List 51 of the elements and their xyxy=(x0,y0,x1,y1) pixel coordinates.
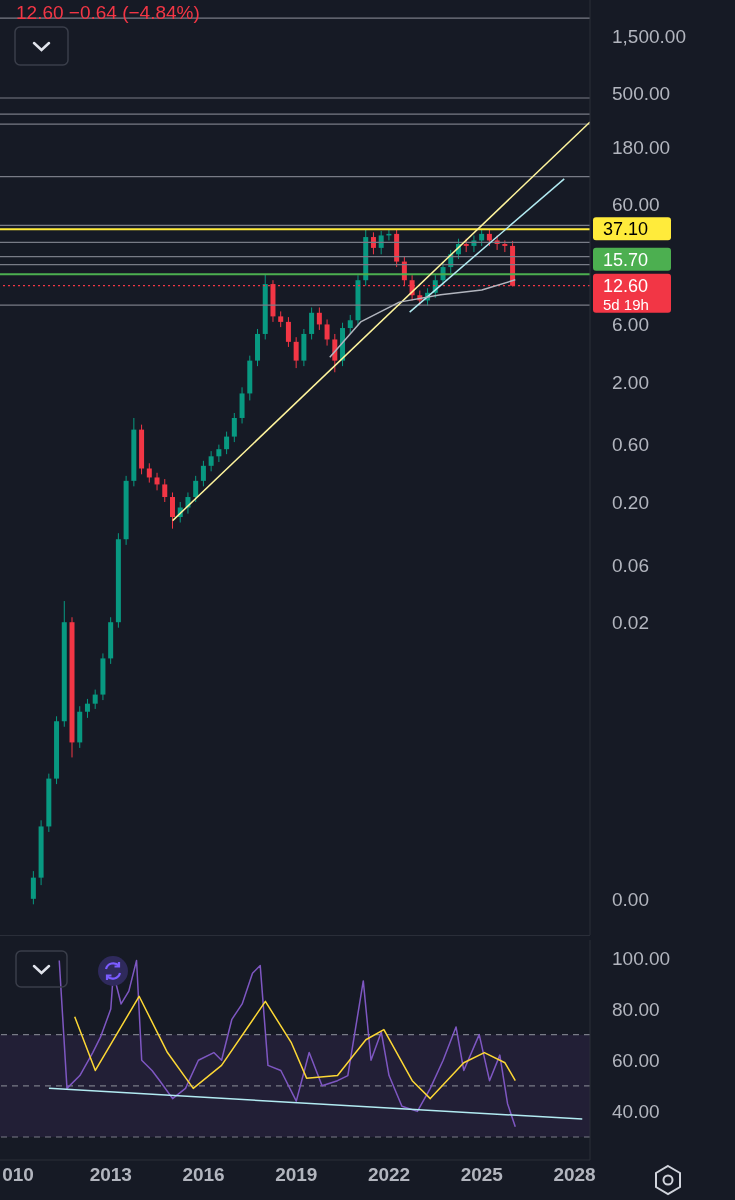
y-tick-label: 180.00 xyxy=(612,136,671,158)
x-tick-label: 010 xyxy=(2,1164,34,1186)
candlestick xyxy=(370,231,376,255)
line-series xyxy=(58,959,517,1128)
candlestick xyxy=(316,307,322,331)
candlestick xyxy=(146,462,152,484)
ref-line-label: 37.10 xyxy=(603,219,649,240)
y-tick-label: 0.00 xyxy=(612,888,649,910)
line-series xyxy=(73,995,517,1100)
candlestick xyxy=(30,870,36,905)
y-tick-label: 500.00 xyxy=(612,83,671,105)
candlestick xyxy=(162,478,168,503)
y-tick-label: 6.00 xyxy=(612,314,649,336)
x-tick-label: 2016 xyxy=(182,1164,225,1186)
y-tick-label: 2.00 xyxy=(612,371,649,393)
x-tick-label: 2028 xyxy=(553,1164,596,1186)
y-tick-label: 40.00 xyxy=(612,1101,660,1123)
candlestick xyxy=(84,698,90,719)
y-tick-label: 0.06 xyxy=(612,554,649,576)
text: 5d 19h xyxy=(603,295,649,313)
y-tick-label: 0.60 xyxy=(612,434,649,456)
candlestick xyxy=(216,444,222,463)
x-tick-label: 2025 xyxy=(460,1164,504,1186)
y-tick-label: 0.20 xyxy=(612,491,649,513)
x-tick-label: 2019 xyxy=(275,1164,318,1186)
x-tick-label: 2013 xyxy=(89,1164,132,1186)
candlestick xyxy=(193,475,199,503)
candlestick xyxy=(332,333,338,373)
annotation: 12.60 −0.64 (−4.84%) xyxy=(16,2,200,24)
candlestick xyxy=(154,472,160,491)
ref-line-label: 12.60 xyxy=(603,275,649,296)
candlestick xyxy=(169,491,175,530)
y-tick-label: 1,500.00 xyxy=(612,25,686,47)
candlestick xyxy=(324,318,330,347)
y-tick-label: 100.00 xyxy=(612,947,671,969)
candlestick xyxy=(309,307,315,340)
y-tick-label: 0.02 xyxy=(612,611,649,633)
y-tick-label: 60.00 xyxy=(612,193,660,215)
candlestick xyxy=(347,314,353,335)
ref-line-label: 15.70 xyxy=(603,249,649,270)
y-tick-label: 80.00 xyxy=(612,998,660,1020)
candlestick xyxy=(208,450,214,472)
candlestick xyxy=(224,431,230,455)
candlestick xyxy=(293,336,299,369)
candlestick xyxy=(92,689,98,710)
line-series xyxy=(329,279,517,359)
candlestick xyxy=(231,412,237,443)
y-tick-label: 60.00 xyxy=(612,1049,660,1071)
x-tick-label: 2022 xyxy=(367,1164,411,1186)
candlestick xyxy=(285,316,291,348)
candlestick xyxy=(200,460,206,487)
